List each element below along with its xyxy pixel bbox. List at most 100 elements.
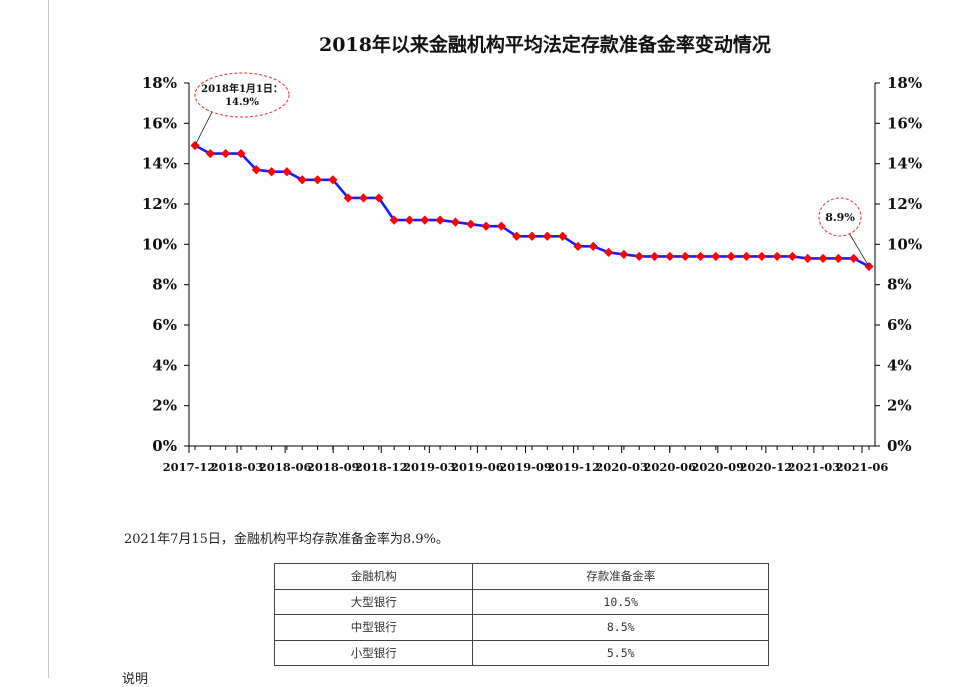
x-tick-label: 2020-09 (691, 460, 744, 474)
data-point-marker (205, 148, 215, 159)
table-row: 大型银行 10.5% (273, 588, 769, 615)
rate-notice: 2021年7月15日，金融机构平均存款准备金率为8.9%。 (124, 532, 449, 547)
y-tick-label: 6% (152, 316, 177, 334)
callout-leader (194, 111, 213, 146)
chart: 0% 0% 2% 2% 4% 4% 6% 6% 8% 8% 10% 10% 12% 12% 14% 14% 16… (142, 72, 922, 474)
table-cell: 大型银行 (273, 588, 474, 615)
data-point-marker (282, 167, 292, 177)
y-tick-label: 10% (142, 235, 177, 253)
table-cell: 中型银行 (273, 614, 474, 641)
data-point-marker (221, 148, 231, 159)
callout-label: 2018年1月1日： (201, 82, 283, 95)
y-tick-label-right: 4% (887, 356, 912, 374)
y-tick-label-right: 2% (887, 397, 912, 415)
table-row: 中型银行 8.5% (273, 614, 769, 641)
x-tick-label: 2021-06 (836, 460, 889, 474)
data-point-marker (619, 249, 629, 260)
table-cell: 5.5% (472, 639, 769, 666)
table-row: 小型银行 5.5% (273, 639, 769, 666)
y-tick-label: 4% (152, 356, 177, 374)
table-cell: 10.5% (472, 588, 769, 615)
y-tick-label-right: 18% (887, 74, 922, 92)
rates-table: 金融机构 存款准备金率 大型银行 10.5% 中型银行 8.5% 小型银行 5.… (273, 563, 769, 666)
callout-ellipse (194, 72, 290, 118)
table-cell: 小型银行 (273, 639, 474, 666)
x-tick-label: 2018-12 (355, 460, 408, 474)
y-tick-label: 2% (152, 397, 177, 415)
y-tick-label-right: 0% (887, 437, 912, 455)
y-tick-label: 12% (142, 195, 177, 213)
y-tick-label-right: 10% (887, 235, 922, 253)
data-point-marker (389, 215, 399, 225)
data-point-marker (328, 175, 338, 185)
data-point-marker (695, 251, 706, 262)
data-point-marker (803, 253, 813, 264)
data-point-marker (849, 253, 859, 264)
y-tick-label-right: 16% (887, 114, 922, 132)
x-tick-label: 2019-03 (403, 460, 456, 474)
y-tick-label-right: 6% (887, 316, 912, 334)
data-point-marker (266, 167, 277, 177)
data-point-marker (588, 241, 598, 251)
data-point-marker (772, 251, 782, 262)
data-point-marker (603, 247, 614, 257)
data-point-marker (726, 251, 736, 262)
data-point-marker (818, 253, 828, 264)
callout-label: 8.9% (825, 211, 855, 224)
data-point-marker (404, 215, 415, 225)
y-tick-label: 14% (142, 155, 177, 173)
data-point-marker (649, 251, 660, 262)
x-tick-label: 2018-09 (307, 460, 360, 474)
data-point-marker (787, 251, 798, 262)
data-point-marker (481, 221, 491, 231)
table-header-row: 金融机构 存款准备金率 (273, 563, 769, 590)
data-point-marker (251, 165, 261, 175)
x-tick-label: 2019-12 (547, 460, 600, 474)
data-point-marker (358, 193, 369, 203)
data-point-marker (665, 251, 675, 262)
x-tick-label: 2020-12 (739, 460, 792, 474)
data-point-marker (343, 193, 353, 203)
y-tick-label-right: 8% (887, 276, 912, 294)
x-tick-label: 2019-09 (499, 460, 552, 474)
data-point-marker (573, 241, 583, 251)
data-point-marker (512, 231, 522, 241)
table-cell: 8.5% (472, 614, 769, 641)
data-point-marker (450, 217, 461, 227)
table-header: 存款准备金率 (472, 563, 769, 590)
x-tick-label: 2020-03 (595, 460, 648, 474)
data-point-marker (312, 175, 323, 185)
data-point-marker (527, 231, 537, 241)
x-tick-label: 2019-06 (451, 460, 504, 474)
y-tick-label-right: 14% (887, 155, 922, 173)
data-point-marker (420, 215, 430, 225)
chart-series (190, 140, 874, 272)
data-point-marker (711, 251, 721, 262)
data-point-marker (466, 219, 476, 229)
y-tick-label: 8% (152, 276, 177, 294)
callout-leader (848, 232, 870, 267)
data-point-marker (558, 231, 568, 241)
x-tick-label: 2018-03 (211, 460, 264, 474)
data-point-marker (542, 231, 552, 241)
x-tick-label: 2018-06 (259, 460, 312, 474)
callout-label: 14.9% (225, 97, 259, 108)
x-tick-label: 2020-06 (643, 460, 696, 474)
data-point-marker (435, 215, 445, 225)
table-header: 金融机构 (273, 563, 474, 590)
data-point-marker (757, 251, 767, 262)
chart-annotations: 2018年1月1日： 14.9% 8.9% (194, 72, 870, 267)
data-point-marker (680, 251, 690, 262)
data-point-marker (374, 193, 384, 203)
data-point-marker (236, 148, 246, 159)
x-tick-label: 2017-12 (163, 460, 216, 474)
data-point-marker (833, 253, 843, 264)
data-point-marker (741, 251, 752, 262)
callout-ellipse (818, 197, 862, 237)
y-tick-label: 18% (142, 74, 177, 92)
data-point-marker (297, 175, 307, 185)
y-tick-label: 0% (152, 437, 177, 455)
data-point-marker (634, 251, 644, 262)
y-tick-label-right: 12% (887, 195, 922, 213)
chart-axes: 0% 0% 2% 2% 4% 4% 6% 6% 8% 8% 10% 10% 12% 12% 14% 14% 16… (142, 74, 922, 474)
